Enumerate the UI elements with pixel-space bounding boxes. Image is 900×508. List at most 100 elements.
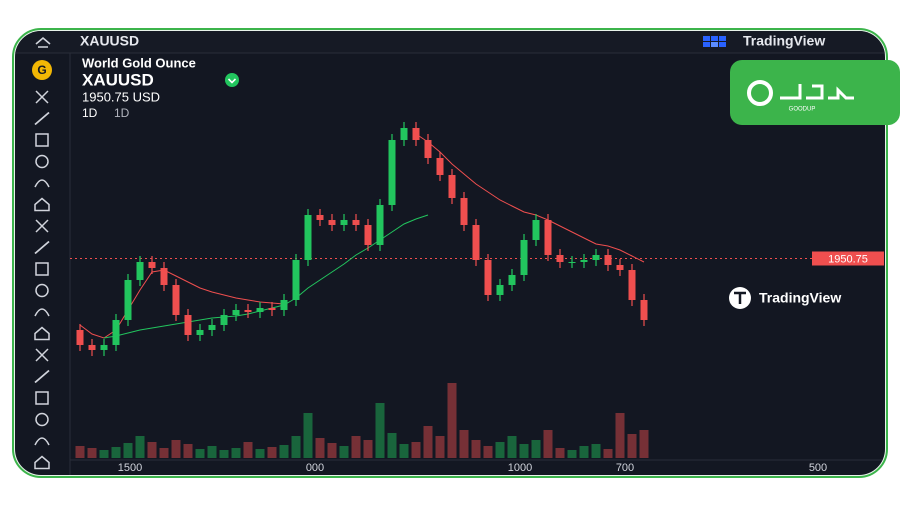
volume-bar bbox=[447, 383, 457, 458]
candle-body bbox=[232, 310, 240, 315]
last-price-label: 1950.75 bbox=[828, 253, 868, 265]
badge-bg bbox=[730, 60, 900, 125]
volume-bar bbox=[507, 436, 517, 458]
badge-text: GOODUP bbox=[789, 107, 816, 113]
candle-body bbox=[340, 220, 348, 225]
volume-bar bbox=[483, 446, 493, 458]
tool-icon[interactable] bbox=[35, 90, 49, 104]
tool-glyph bbox=[35, 348, 49, 362]
tool-icon[interactable] bbox=[35, 412, 49, 427]
legend-price: 1950.75 USD bbox=[82, 89, 160, 104]
volume-bar bbox=[195, 449, 205, 458]
tool-glyph bbox=[35, 391, 49, 405]
interval[interactable]: 1D bbox=[82, 106, 98, 120]
tool-icon[interactable] bbox=[35, 219, 49, 233]
candle-body bbox=[328, 220, 336, 225]
tool-glyph bbox=[34, 308, 50, 317]
tool-glyph bbox=[35, 412, 49, 427]
tool-icon[interactable] bbox=[35, 348, 49, 362]
legend-symbol: XAUUSD bbox=[82, 70, 154, 89]
candle-body bbox=[364, 225, 372, 245]
candle-body bbox=[544, 220, 552, 255]
tool-icon[interactable] bbox=[35, 154, 49, 169]
candle-body bbox=[136, 262, 144, 280]
candle-body bbox=[172, 285, 180, 315]
candle-body bbox=[580, 260, 588, 262]
volume-bar bbox=[267, 447, 277, 458]
tool-glyph bbox=[34, 240, 50, 255]
tool-icon[interactable] bbox=[34, 197, 50, 212]
verified-check bbox=[227, 78, 237, 84]
candle-body bbox=[424, 140, 432, 158]
tool-icon[interactable] bbox=[34, 326, 50, 341]
volume-bar bbox=[339, 446, 349, 458]
toolbar[interactable] bbox=[34, 90, 50, 470]
candle-body bbox=[244, 310, 252, 312]
volume-bar bbox=[243, 442, 253, 458]
tool-icon[interactable] bbox=[35, 133, 49, 147]
badge-mark bbox=[747, 80, 773, 106]
volume-bar bbox=[615, 413, 625, 458]
tool-icon[interactable] bbox=[35, 391, 49, 405]
candle-body bbox=[556, 255, 564, 262]
volume-bar bbox=[363, 440, 373, 458]
volume-bar bbox=[111, 447, 121, 458]
volume-bar bbox=[135, 436, 145, 458]
volume-bar bbox=[567, 450, 577, 458]
candle-body bbox=[292, 260, 300, 300]
goodup-badge: GOODUP bbox=[730, 60, 900, 125]
tool-icon[interactable] bbox=[34, 455, 50, 470]
candle-body bbox=[208, 325, 216, 330]
volume-bar bbox=[255, 449, 265, 458]
volume-bar bbox=[159, 448, 169, 458]
tool-glyph bbox=[34, 326, 50, 341]
candle-body bbox=[148, 262, 156, 268]
tool-glyph bbox=[35, 133, 49, 147]
tool-icon[interactable] bbox=[34, 179, 50, 188]
symbol[interactable]: XAUUSD bbox=[80, 33, 139, 49]
top-bar bbox=[15, 31, 885, 53]
tool-glyph bbox=[34, 369, 50, 384]
x-axis-label: 1000 bbox=[508, 462, 532, 474]
tool-icon[interactable] bbox=[34, 437, 50, 446]
tool-icon[interactable] bbox=[34, 240, 50, 255]
tool-glyph bbox=[34, 179, 50, 188]
volume-bar bbox=[411, 442, 421, 458]
candle-body bbox=[268, 308, 276, 310]
tool-glyph bbox=[35, 219, 49, 233]
volume-bar bbox=[591, 444, 601, 458]
volume-bar bbox=[123, 443, 133, 458]
volume-bar bbox=[315, 438, 325, 458]
tool-icon[interactable] bbox=[34, 111, 50, 126]
symbol-icon-letter: G bbox=[37, 63, 46, 77]
volume-bar bbox=[387, 433, 397, 458]
candle-body bbox=[376, 205, 384, 245]
x-axis-label: 000 bbox=[306, 462, 324, 474]
plot: 1950.75 1500 000 1000 700 500 bbox=[70, 122, 884, 474]
candle-body bbox=[484, 260, 492, 295]
tool-glyph bbox=[34, 437, 50, 446]
tool-icon[interactable] bbox=[34, 369, 50, 384]
candle-body bbox=[616, 265, 624, 270]
interval-secondary[interactable]: 1D bbox=[114, 106, 130, 120]
tool-glyph bbox=[34, 111, 50, 126]
tool-icon[interactable] bbox=[34, 308, 50, 317]
volume-bar bbox=[207, 446, 217, 458]
candle-body bbox=[604, 255, 612, 265]
volume-bar bbox=[435, 436, 445, 458]
volume-bar bbox=[279, 445, 289, 458]
candle-body bbox=[196, 330, 204, 335]
volume-bar bbox=[543, 430, 553, 458]
volume-bar bbox=[351, 436, 361, 458]
volume-bar bbox=[147, 442, 157, 458]
candle-body bbox=[220, 315, 228, 325]
menu-icon[interactable] bbox=[35, 36, 51, 48]
tool-glyph bbox=[35, 90, 49, 104]
tool-icon[interactable] bbox=[35, 262, 49, 276]
x-axis-label: 700 bbox=[616, 462, 634, 474]
tool-icon[interactable] bbox=[35, 283, 49, 298]
candle-body bbox=[112, 320, 120, 345]
volume-bar bbox=[495, 442, 505, 458]
candle-body bbox=[316, 215, 324, 220]
